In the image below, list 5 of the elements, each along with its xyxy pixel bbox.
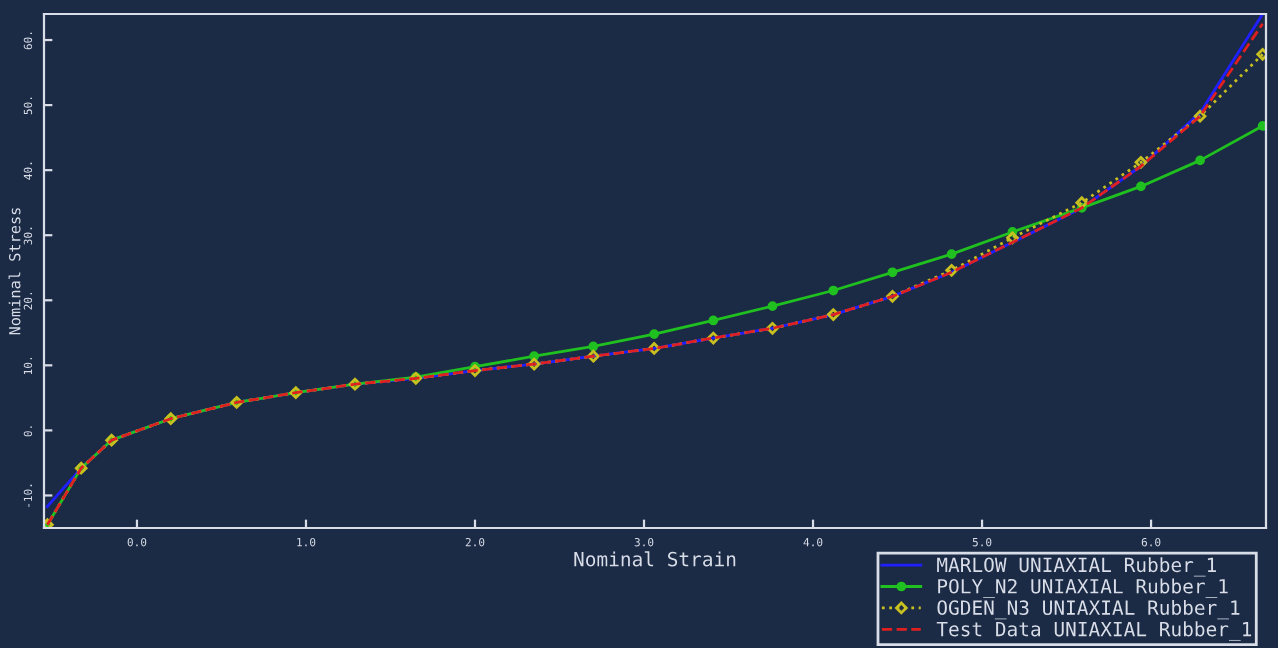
legend-label: Test Data UNIAXIAL Rubber_1 bbox=[936, 621, 1252, 641]
legend-label: MARLOW UNIAXIAL Rubber_1 bbox=[937, 557, 1216, 577]
legend-label: POLY_N2 UNIAXIAL Rubber_1 bbox=[938, 578, 1228, 598]
x-axis-title: Nominal Strain bbox=[574, 551, 736, 567]
legend-label: OGDEN_N3 UNIAXIAL Rubber_1 bbox=[937, 599, 1240, 620]
